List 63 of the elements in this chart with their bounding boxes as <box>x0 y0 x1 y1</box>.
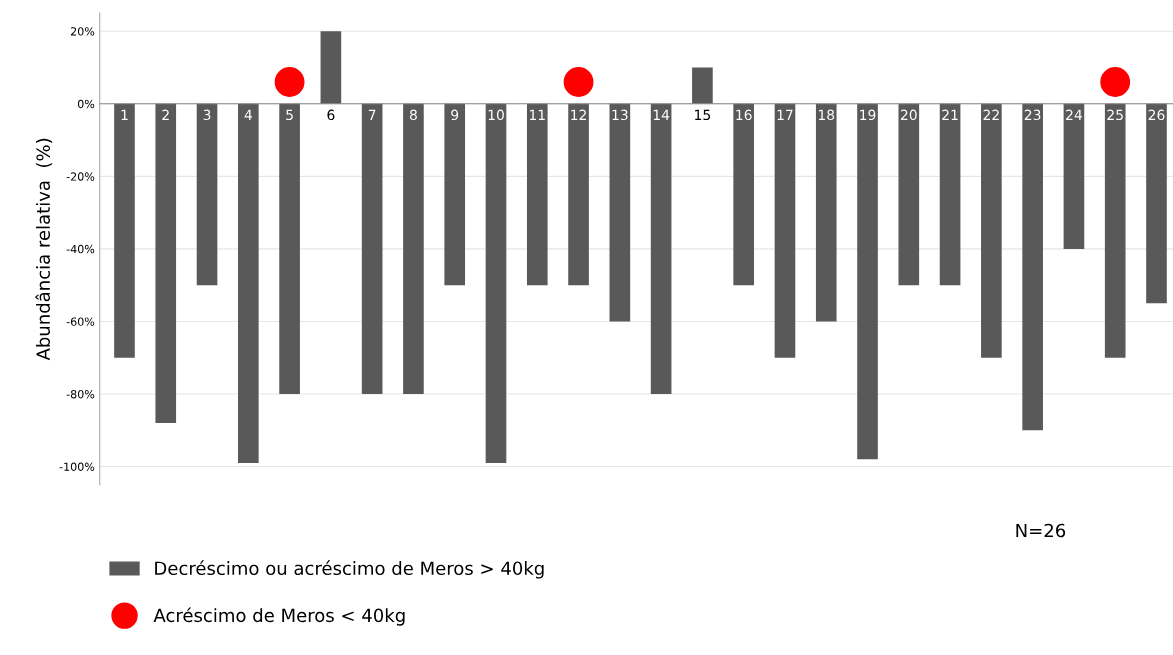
y-tick-label: -60% <box>66 317 95 326</box>
y-tick-label: -80% <box>66 389 95 399</box>
x-tick-label: 20 <box>900 109 917 121</box>
x-tick-label: 18 <box>818 109 835 121</box>
x-tick-label: 2 <box>162 109 169 120</box>
bar <box>1063 103 1085 249</box>
bar <box>568 103 589 286</box>
x-tick-label: 6 <box>327 109 335 121</box>
x-tick-label: 25 <box>1107 109 1123 121</box>
bar <box>609 103 631 322</box>
y-tick-label: -100% <box>59 462 95 471</box>
bar <box>692 67 713 104</box>
bar <box>1022 103 1043 431</box>
text: N=26 <box>1016 523 1066 538</box>
bar <box>196 103 218 286</box>
x-tick-label: 3 <box>203 109 211 121</box>
bar <box>155 103 177 424</box>
x-tick-label: 21 <box>942 109 958 120</box>
bar <box>774 103 796 358</box>
bar <box>939 103 961 286</box>
x-tick-label: 17 <box>777 109 793 120</box>
bar <box>361 103 383 395</box>
x-tick-label: 11 <box>529 109 545 120</box>
x-tick-label: 8 <box>409 109 417 121</box>
bar <box>526 103 548 286</box>
bar <box>1104 103 1126 358</box>
bar <box>981 103 1002 358</box>
legend-label: Decréscimo ou acréscimo de Meros > 40kg <box>155 560 544 579</box>
x-tick-label: 15 <box>695 109 711 121</box>
x-tick-label: 1 <box>121 109 128 120</box>
x-tick-label: 12 <box>571 109 587 120</box>
x-tick-label: 22 <box>983 109 999 120</box>
x-tick-label: 24 <box>1066 109 1082 120</box>
bar <box>114 103 135 358</box>
x-tick-label: 4 <box>244 109 252 120</box>
x-tick-label: 9 <box>451 109 459 121</box>
x-tick-label: 14 <box>653 109 670 120</box>
x-tick-label: 13 <box>612 109 628 121</box>
y-tick-label: 0% <box>77 99 95 109</box>
x-tick-label: 5 <box>286 109 293 121</box>
bar <box>733 103 754 286</box>
bar <box>320 31 342 104</box>
bar <box>898 103 920 286</box>
legend-label: Acréscimo de Meros < 40kg <box>153 607 405 626</box>
bar <box>1146 103 1167 304</box>
y-tick-label: -40% <box>66 244 95 254</box>
x-tick-label: 23 <box>1024 109 1041 121</box>
bar <box>857 103 878 460</box>
y-tick-label: -20% <box>66 172 95 181</box>
y-tick-label: 20% <box>70 27 95 36</box>
y-axis-title: Abundância relativa (%) <box>35 138 53 361</box>
x-tick-label: 7 <box>368 109 376 120</box>
bar <box>650 103 672 395</box>
x-tick-label: 26 <box>1148 109 1165 121</box>
bar <box>444 103 466 286</box>
bar <box>237 103 259 463</box>
bar <box>485 103 507 463</box>
bar <box>403 103 424 395</box>
x-tick-label: 16 <box>736 109 752 121</box>
bar <box>279 103 300 395</box>
x-tick-label: 19 <box>860 109 876 121</box>
bar <box>815 103 837 322</box>
x-tick-label: 10 <box>488 109 504 121</box>
